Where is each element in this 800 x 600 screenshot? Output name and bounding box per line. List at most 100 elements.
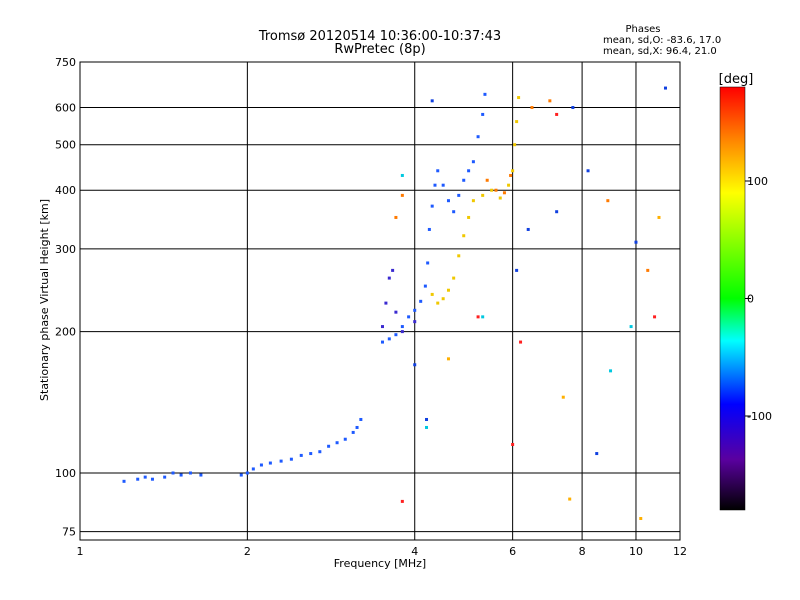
data-point [279,459,283,463]
data-point [268,461,272,465]
y-axis-label: Stationary phase Virtual Height [km] [38,199,51,401]
data-point [380,325,384,329]
data-point [452,276,456,280]
data-point [179,473,183,477]
data-point [568,497,572,501]
y-tick-label: 300 [55,243,76,256]
data-point [309,452,313,456]
data-point [515,120,519,124]
data-point [639,517,643,521]
data-point [413,363,417,367]
data-point [446,199,450,203]
data-point [289,457,293,461]
chart-subtitle: RwPretec (8p) [334,42,425,57]
data-point [171,471,175,475]
data-point [413,308,417,312]
data-point [446,357,450,361]
data-point [457,254,461,258]
plot-frame [79,61,681,541]
data-point [436,301,440,305]
y-tick-labels: 75 100 200 300 400 500 600 750 [55,56,76,539]
data-point [143,475,147,479]
data-point [150,477,154,481]
data-point [526,227,530,231]
data-point [430,204,434,208]
data-point [245,471,249,475]
data-point [634,240,638,244]
data-point [519,340,523,344]
x-tick-label: 10 [629,545,643,558]
data-point [467,169,471,173]
data-point [595,452,599,456]
data-point [646,268,650,272]
grid-lines [79,61,681,540]
data-point [335,441,339,445]
colorbar-tick-label: -100 [747,410,772,423]
data-point [502,191,506,195]
data-point [427,227,431,231]
data-point [494,188,498,192]
data-point [430,99,434,103]
data-point [511,442,515,446]
data-point [400,330,404,334]
x-tick-label: 2 [244,545,251,558]
data-point [452,210,456,214]
data-point [355,425,359,429]
y-tick-label: 750 [55,56,76,69]
data-point [513,143,517,147]
colorbar-tick-label: 0 [747,293,754,306]
data-point [391,268,395,272]
data-point [555,112,559,116]
data-point [327,444,331,448]
data-point [586,169,590,173]
y-tick-label: 600 [55,102,76,115]
data-point [555,210,559,214]
data-point [351,430,355,434]
data-point [471,199,475,203]
data-point [163,475,167,479]
data-point [498,196,502,200]
data-point [511,169,515,173]
data-point [136,477,140,481]
data-point [430,292,434,296]
data-point [485,178,489,182]
colorbar [719,86,746,511]
data-point [483,92,487,96]
x-tick-label: 4 [411,545,418,558]
data-point [380,340,384,344]
data-point [425,425,429,429]
data-points [122,86,667,521]
phases-box-line-x: mean, sd,X: 96.4, 21.0 [603,46,717,57]
data-point [239,473,243,477]
data-point [394,215,398,219]
data-point [515,268,519,272]
x-tick-label: 8 [579,545,586,558]
data-point [509,173,513,177]
data-point [318,450,322,454]
data-point [299,453,303,457]
chart-title: Tromsø 20120514 10:36:00-10:37:43 [258,29,501,44]
y-tick-label: 75 [62,526,76,539]
data-point [629,325,633,329]
data-point [467,215,471,219]
data-point [446,288,450,292]
data-point [387,276,391,280]
data-point [548,99,552,103]
data-point [457,193,461,197]
data-point [441,183,445,187]
data-point [653,315,657,319]
colorbar-label: [deg] [719,72,754,87]
data-point [476,315,480,319]
data-point [419,299,423,303]
data-point [122,479,126,483]
data-point [462,178,466,182]
data-point [188,471,192,475]
data-point [433,183,437,187]
data-point [663,86,667,90]
data-point [259,463,263,467]
data-point [436,169,440,173]
data-point [400,499,404,503]
data-point [481,112,485,116]
data-point [425,417,429,421]
